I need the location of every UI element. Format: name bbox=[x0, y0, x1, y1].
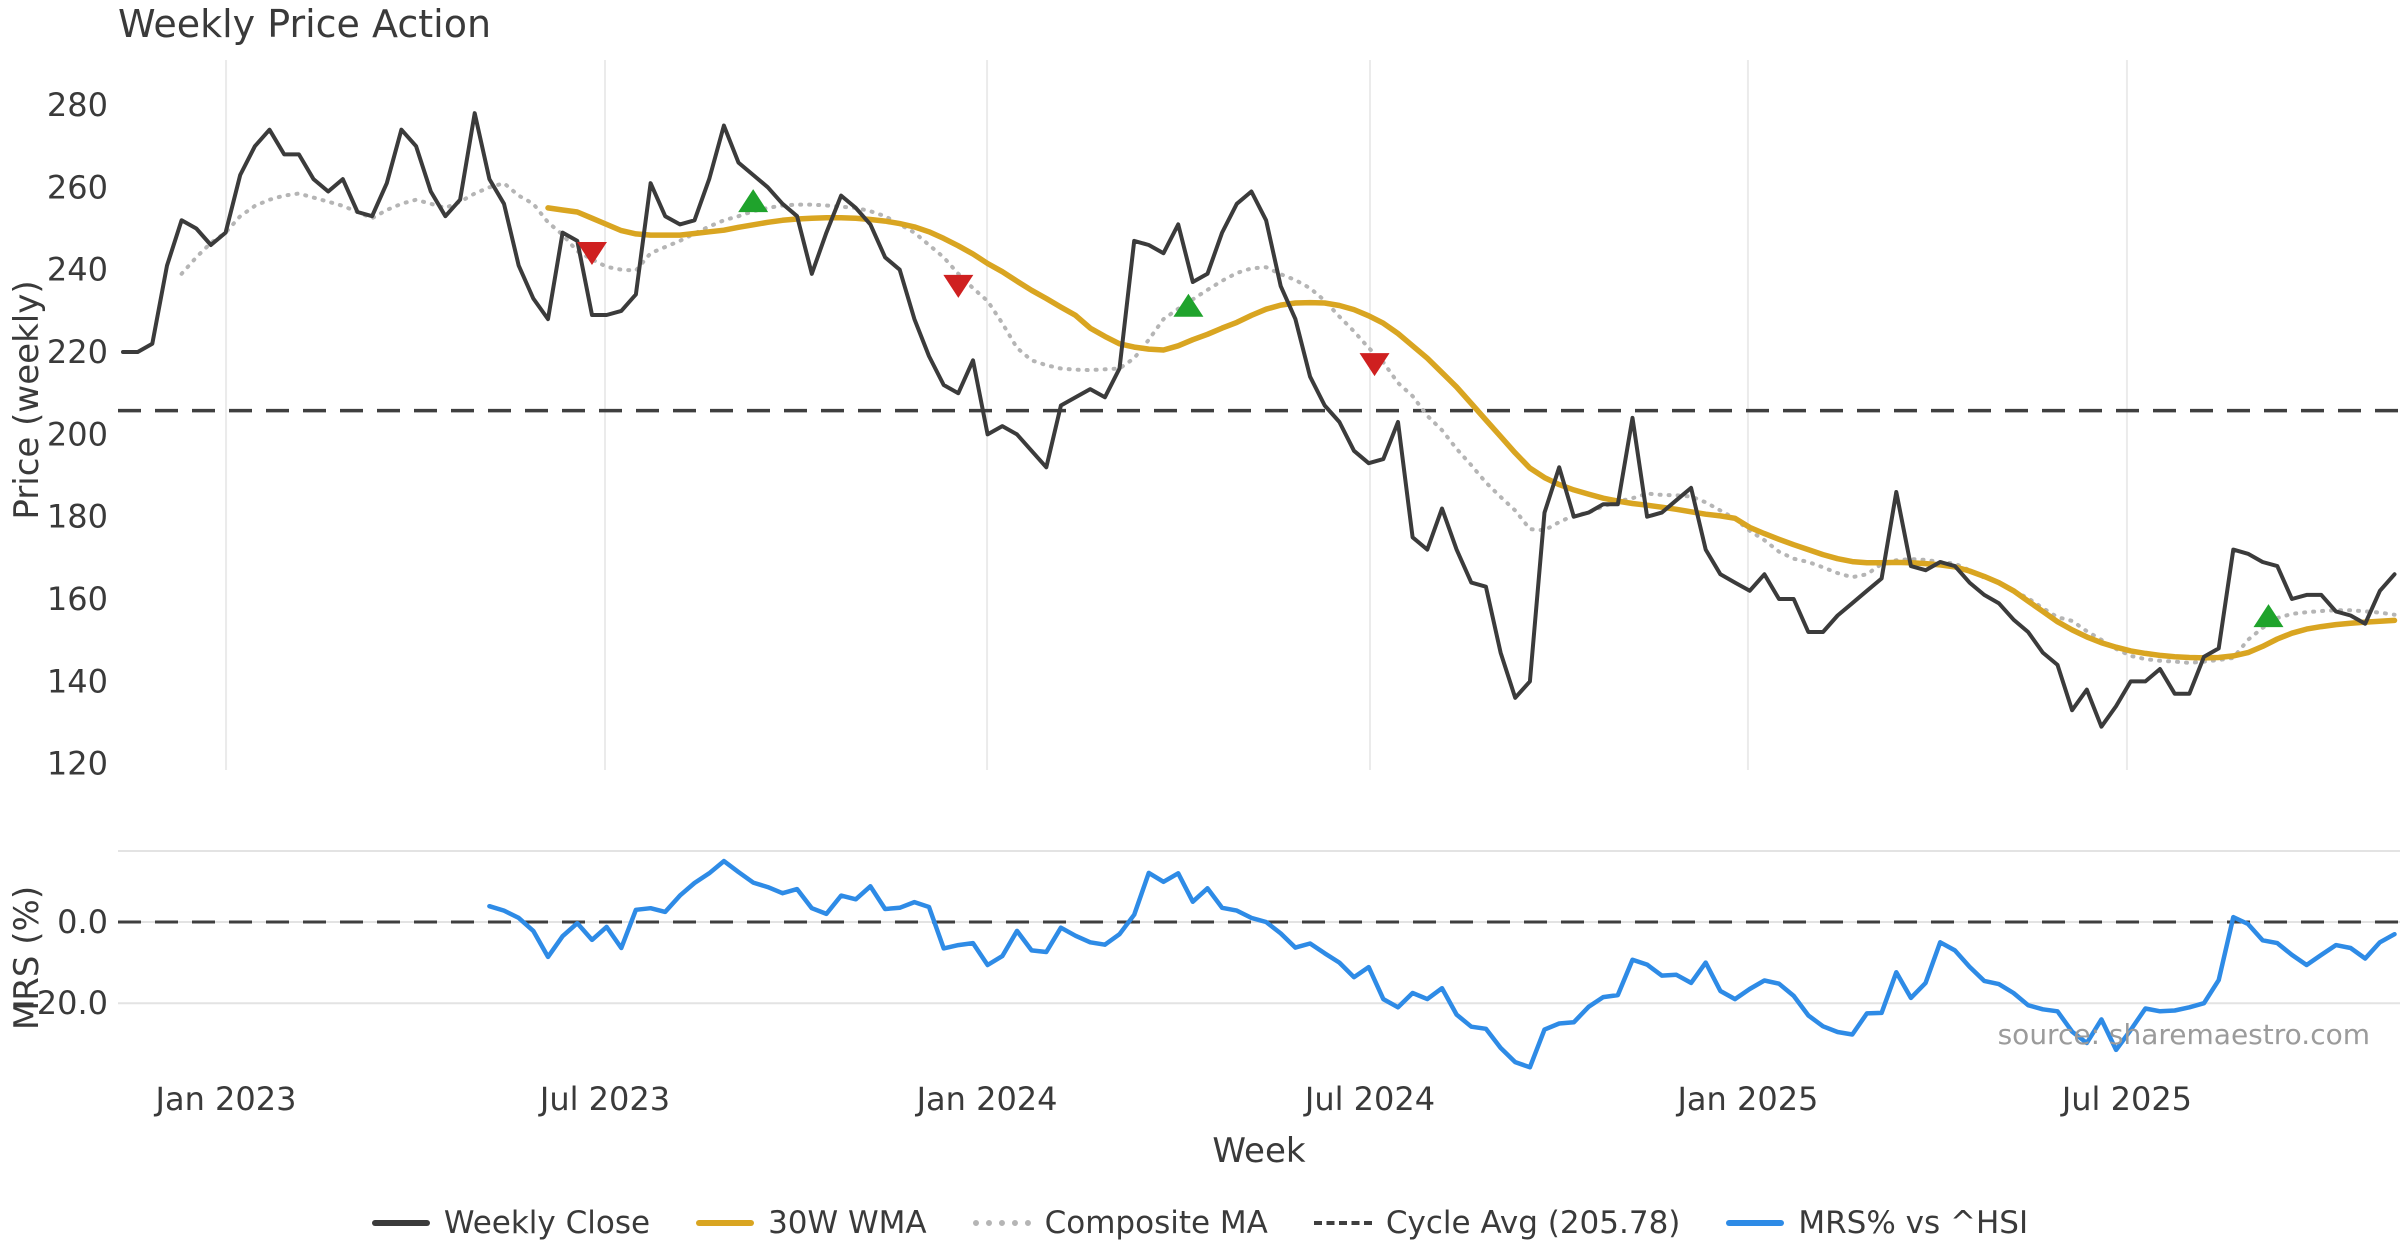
legend-label: Composite MA bbox=[1044, 1205, 1268, 1241]
x-tick-label: Jul 2025 bbox=[2060, 1080, 2192, 1118]
legend-item-30w-wma: 30W WMA bbox=[696, 1205, 927, 1241]
buy-marker bbox=[1173, 293, 1204, 317]
price-axis-title: Price (weekly) bbox=[7, 280, 47, 519]
price-tick-label: 120 bbox=[47, 745, 108, 783]
legend-swatch bbox=[972, 1220, 1031, 1226]
x-tick-label: Jan 2025 bbox=[1675, 1080, 1818, 1118]
source-watermark: source: sharemaestro.com bbox=[1997, 1018, 2370, 1051]
x-tick-label: Jul 2023 bbox=[538, 1080, 670, 1118]
x-axis-title: Week bbox=[1212, 1131, 1305, 1171]
legend-item-cycle-avg-205-78-: Cycle Avg (205.78) bbox=[1313, 1205, 1681, 1241]
price-tick-label: 260 bbox=[47, 168, 108, 206]
legend-swatch bbox=[1313, 1221, 1372, 1225]
legend-label: Weekly Close bbox=[443, 1205, 651, 1241]
sell-marker bbox=[943, 274, 974, 298]
legend-item-mrs-vs-hsi: MRS% vs ^HSI bbox=[1726, 1205, 2028, 1241]
legend-label: Cycle Avg (205.78) bbox=[1385, 1205, 1681, 1241]
weekly-close-line bbox=[121, 111, 2397, 729]
sell-marker bbox=[1359, 353, 1390, 377]
price-tick-label: 200 bbox=[47, 415, 108, 453]
x-tick-label: Jan 2024 bbox=[915, 1080, 1058, 1118]
legend-swatch bbox=[1726, 1220, 1785, 1226]
mrs-tick-label: −20.0 bbox=[10, 984, 108, 1022]
legend-label: 30W WMA bbox=[768, 1205, 927, 1241]
price-tick-label: 160 bbox=[47, 580, 108, 618]
wma-line bbox=[545, 205, 2398, 661]
sell-marker bbox=[576, 241, 607, 265]
price-tick-label: 180 bbox=[47, 498, 108, 536]
x-tick-label: Jul 2024 bbox=[1303, 1080, 1435, 1118]
legend: Weekly Close 30W WMA Composite MA Cycle Avg… bbox=[0, 1205, 2400, 1241]
mrs-line bbox=[487, 858, 2397, 1070]
price-tick-label: 220 bbox=[47, 333, 108, 371]
buy-marker bbox=[2253, 604, 2284, 628]
price-tick-label: 280 bbox=[47, 86, 108, 124]
price-tick-label: 240 bbox=[47, 251, 108, 289]
legend-item-composite-ma: Composite MA bbox=[972, 1205, 1268, 1241]
buy-marker bbox=[738, 189, 769, 213]
composite-ma-line bbox=[179, 181, 2397, 665]
x-tick-label: Jan 2023 bbox=[154, 1080, 297, 1118]
legend-label: MRS% vs ^HSI bbox=[1798, 1205, 2029, 1241]
legend-swatch bbox=[696, 1220, 755, 1226]
legend-swatch bbox=[371, 1220, 430, 1226]
legend-item-weekly-close: Weekly Close bbox=[371, 1205, 651, 1241]
mrs-axis-title: MRS (%) bbox=[7, 886, 47, 1030]
mrs-tick-label: 0.0 bbox=[57, 903, 108, 941]
chart-title: Weekly Price Action bbox=[118, 2, 492, 46]
price-tick-label: 140 bbox=[47, 662, 108, 700]
